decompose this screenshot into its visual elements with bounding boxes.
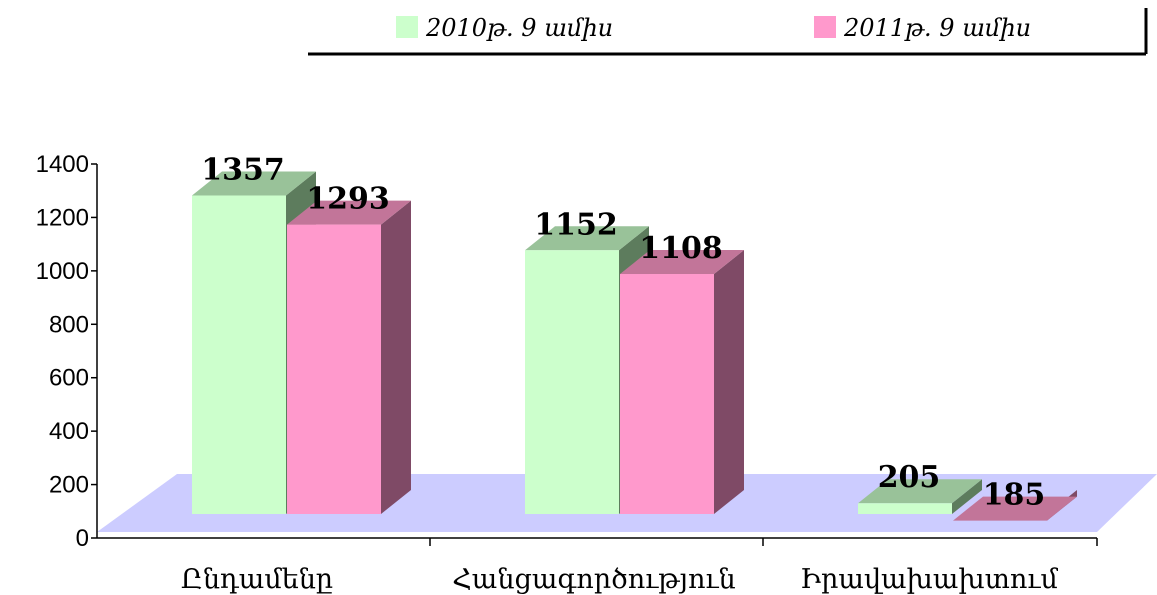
legend-entry-0: 2010թ. 9 ամիս (396, 14, 613, 42)
bar-side-face (952, 479, 982, 514)
data-label: 1152 (534, 207, 618, 242)
data-label: 1293 (306, 182, 390, 217)
x-tick-label: Ընդամենը (181, 564, 333, 595)
chart-axes: 0 200 400 600 800 1000 1200 1400 (36, 151, 1098, 552)
legend-entry-1: 2011թ. 9 ամիս (814, 14, 1031, 42)
bar-2-0 (858, 479, 982, 514)
bar-front-face (858, 503, 952, 514)
bar-front-face (620, 274, 714, 514)
legend-swatch (396, 16, 418, 38)
bar-top-face (287, 200, 411, 225)
legend-swatch (814, 16, 836, 38)
bar-2-1 (953, 490, 1077, 521)
bar-top-face (192, 171, 316, 196)
bar-1-1 (620, 250, 744, 514)
chart-bars (192, 171, 1077, 521)
bar-front-face (192, 195, 286, 515)
data-label: 205 (878, 460, 941, 495)
bar-0-1 (287, 200, 411, 514)
y-tick-label: 800 (49, 311, 89, 338)
bar-top-face (953, 496, 1077, 521)
legend-label: 2010թ. 9 ամիս (425, 14, 613, 42)
y-tick-label: 1400 (36, 151, 89, 178)
data-label: 185 (983, 478, 1046, 513)
bar-front-face (525, 250, 619, 514)
bar-top-face (525, 226, 649, 251)
bar-top-face (858, 479, 982, 504)
data-label: 1108 (639, 231, 723, 266)
chart-labels: 1357 1293 Ընդամենը 1152 1108 Հանցագործություն… (181, 152, 1059, 595)
x-tick-label: Իրավախախտում (800, 564, 1058, 595)
y-tick-label: 200 (49, 472, 89, 499)
y-tick-label: 1200 (36, 204, 89, 231)
y-tick-label: 400 (49, 418, 89, 445)
y-tick-label: 600 (49, 365, 89, 392)
bar-side-face (381, 200, 411, 514)
y-tick-label: 1000 (36, 258, 89, 285)
legend: 2010թ. 9 ամիս 2011թ. 9 ամիս (308, 8, 1148, 56)
legend-label: 2011թ. 9 ամիս (843, 14, 1031, 42)
data-label: 1357 (201, 152, 285, 187)
y-tick-label: 0 (76, 525, 89, 552)
bar-side-face (714, 250, 744, 514)
x-tick-label: Հանցագործություն (452, 564, 735, 595)
bar-top-face (620, 250, 744, 275)
bar-front-face (287, 224, 381, 514)
